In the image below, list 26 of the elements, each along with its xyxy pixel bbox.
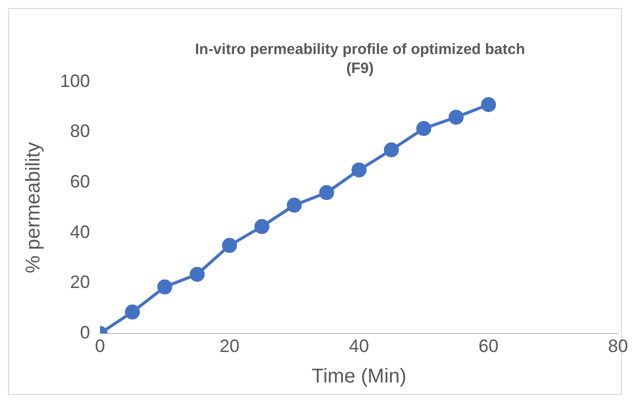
y-axis-title: % permeability	[22, 142, 45, 274]
point	[190, 266, 205, 282]
y-tick-label: 80	[70, 121, 90, 142]
x-tick-label: 20	[220, 336, 240, 356]
y-tick-label: 20	[70, 272, 90, 292]
x-tick-label: 0	[95, 336, 106, 356]
point	[481, 97, 496, 112]
point	[319, 185, 334, 200]
point	[448, 110, 464, 125]
y-tick-label: 0	[80, 322, 90, 342]
point	[222, 238, 238, 253]
x-tick-label: 80	[608, 336, 628, 356]
chart-title: In-vitro permeability profile of optimized batch (F9)	[194, 40, 526, 78]
point	[124, 304, 140, 320]
point	[286, 198, 302, 213]
point	[352, 162, 367, 178]
y-tick-label: 60	[70, 172, 90, 192]
point	[157, 279, 172, 294]
point	[384, 142, 399, 158]
x-tick-label: 40	[349, 336, 370, 356]
y-tick-label: 100	[60, 70, 90, 91]
x-axis-title: Time (Min)	[312, 366, 406, 388]
point	[416, 121, 432, 136]
x-tick-label: 60	[478, 336, 499, 356]
point	[254, 219, 270, 234]
y-tick-label: 40	[70, 222, 90, 242]
